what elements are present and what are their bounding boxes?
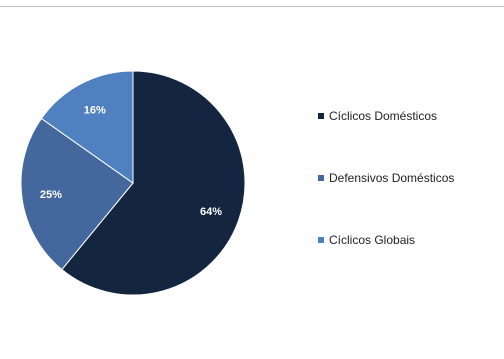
legend-swatch-defensivos-domesticos	[318, 175, 324, 181]
pie-slice-ciclicos-domesticos	[61, 70, 246, 296]
data-label-defensivos-domesticos: 25%	[40, 189, 62, 201]
legend-label-ciclicos-globais: Cíclicos Globais	[329, 233, 416, 247]
top-divider	[0, 6, 504, 7]
pie-slice-defensivos-domesticos	[20, 117, 134, 271]
legend-item-defensivos-domesticos: Defensivos Domésticos	[318, 170, 454, 186]
data-label-ciclicos-domesticos: 64%	[200, 206, 222, 218]
data-label-ciclicos-globais: 16%	[84, 104, 106, 116]
legend-item-ciclicos-domesticos: Cíclicos Domésticos	[318, 108, 437, 124]
legend-label-defensivos-domesticos: Defensivos Domésticos	[329, 171, 455, 185]
legend-item-ciclicos-globais: Cíclicos Globais	[318, 232, 415, 248]
legend-label-ciclicos-domesticos: Cíclicos Domésticos	[329, 109, 438, 123]
legend-swatch-ciclicos-domesticos	[318, 113, 324, 119]
chart-legend: Cíclicos Domésticos Defensivos Doméstico…	[318, 108, 504, 248]
pie-slice-ciclicos-globais	[40, 70, 134, 184]
legend-swatch-ciclicos-globais	[318, 237, 324, 243]
